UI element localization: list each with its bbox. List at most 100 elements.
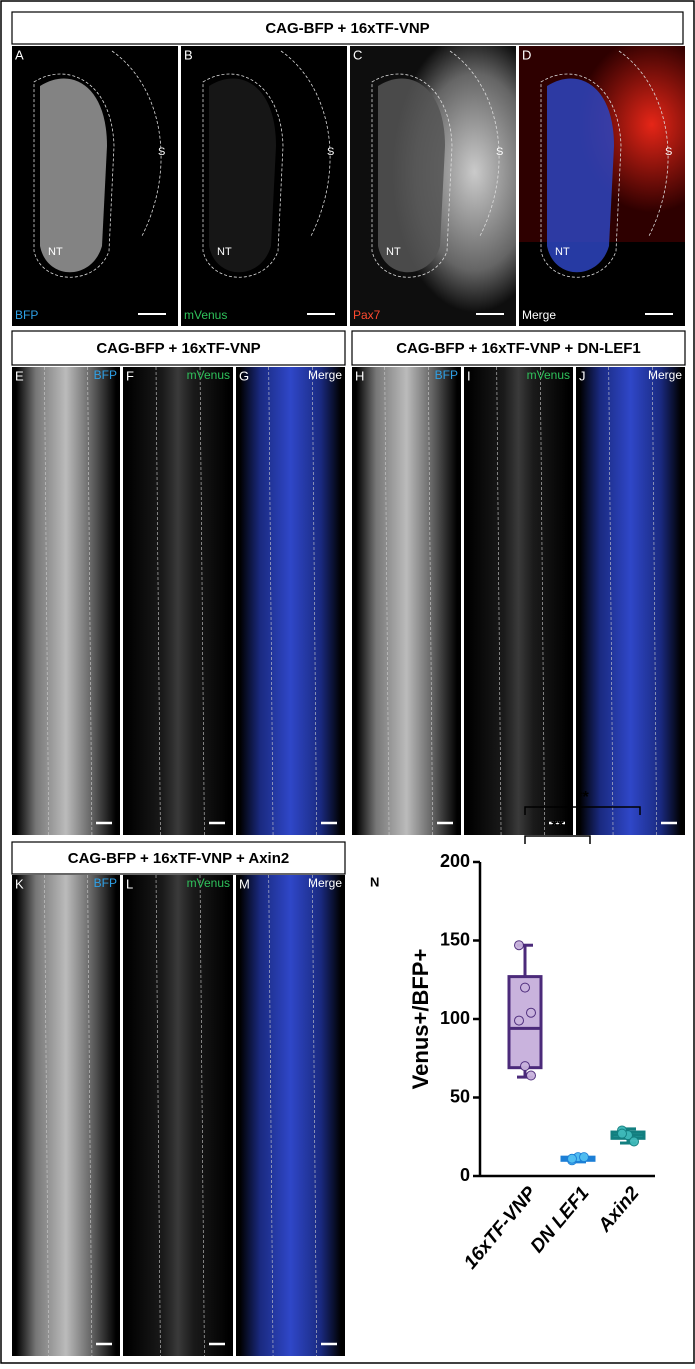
region-label: S: [158, 146, 165, 158]
data-point: [514, 1015, 524, 1026]
tissue: [209, 78, 276, 273]
outline: [33, 73, 115, 278]
outline: [87, 366, 93, 836]
panel-letter: J: [579, 368, 586, 383]
channel-label: Merge: [522, 308, 556, 322]
channel-label: Merge: [308, 876, 342, 890]
tissue: [40, 78, 107, 273]
outline: [384, 366, 390, 836]
data-point: [520, 982, 530, 993]
outline: [44, 366, 50, 836]
outline: [540, 366, 545, 836]
channel-label: BFP: [435, 368, 458, 382]
significance-label: **: [551, 818, 564, 835]
channel-label: Pax7: [353, 308, 381, 322]
tissue: [547, 78, 614, 273]
data-point: [617, 1128, 627, 1139]
y-tick-label: 100: [440, 1008, 470, 1028]
outline: [268, 366, 274, 836]
outline: [202, 73, 284, 278]
significance-label: **: [576, 789, 589, 806]
outline: [44, 874, 50, 1357]
panel-letter: M: [239, 876, 250, 891]
y-tick-label: 150: [440, 929, 470, 949]
outline: [199, 366, 205, 836]
channel-label: Merge: [308, 368, 342, 382]
panel-letter: L: [126, 876, 133, 891]
channel-label: BFP: [94, 368, 117, 382]
micrograph-signal: [580, 367, 681, 835]
region-label: NT: [217, 246, 232, 258]
panel-letter: F: [126, 368, 134, 383]
panel-letter: A: [15, 47, 24, 62]
header-text: CAG-BFP + 16xTF-VNP + Axin2: [68, 850, 289, 867]
micrograph-signal: [16, 367, 116, 835]
outline: [652, 366, 657, 836]
outline: [608, 366, 614, 836]
outline: [428, 366, 433, 836]
y-axis-label: Venus+/BFP+: [408, 949, 433, 1090]
data-point: [526, 1070, 536, 1081]
header-box: [351, 330, 686, 366]
data-point: [514, 940, 524, 951]
channel-label: Merge: [648, 368, 682, 382]
data-point: [579, 1152, 589, 1163]
channel-label: mVenus: [527, 368, 570, 382]
micrograph-signal: [127, 367, 229, 835]
data-point: [520, 1061, 530, 1072]
header-text: CAG-BFP + 16xTF-VNP: [265, 20, 429, 37]
panel-letter: K: [15, 876, 24, 891]
header-box: [11, 841, 346, 875]
micrograph-signal: [16, 875, 116, 1356]
outline: [312, 366, 317, 836]
region-label: S: [665, 146, 672, 158]
header-text: CAG-BFP + 16xTF-VNP: [96, 340, 260, 357]
channel-label: mVenus: [187, 876, 230, 890]
data-point: [567, 1153, 577, 1164]
panel-letter: B: [184, 47, 193, 62]
region-label: S: [496, 146, 503, 158]
outline: [371, 73, 453, 278]
channel-label: BFP: [15, 308, 38, 322]
region-label: S: [327, 146, 334, 158]
panel-letter: C: [353, 47, 362, 62]
header-text: CAG-BFP + 16xTF-VNP + DN-LEF1: [396, 340, 641, 357]
outline: [268, 874, 274, 1357]
outline: [618, 50, 669, 237]
panel-letter: G: [239, 368, 249, 383]
micrograph-signal: [127, 875, 229, 1356]
significance-bracket: [524, 806, 641, 815]
outline: [280, 50, 331, 237]
micrograph-signal: [240, 875, 341, 1356]
micrograph-signal: [356, 367, 457, 835]
outline: [111, 50, 162, 237]
panel-letter: D: [522, 47, 531, 62]
data-point: [526, 1007, 536, 1018]
region-label: NT: [555, 246, 570, 258]
header-box: [11, 330, 346, 366]
significance-bracket: [524, 835, 591, 844]
micrograph-signal: [240, 367, 341, 835]
y-tick-label: 0: [460, 1165, 470, 1185]
outline: [87, 874, 93, 1357]
region-label: NT: [386, 246, 401, 258]
panel-letter: N: [370, 874, 379, 889]
header-box: [11, 11, 684, 45]
channel-label: mVenus: [184, 308, 227, 322]
outline: [155, 874, 161, 1357]
outline: [540, 73, 622, 278]
micrograph-signal: [468, 367, 569, 835]
panel-letter: I: [467, 368, 471, 383]
region-label: NT: [48, 246, 63, 258]
panel-letter: E: [15, 368, 24, 383]
tissue: [378, 78, 445, 273]
outline: [199, 874, 205, 1357]
outline: [155, 366, 161, 836]
channel-label: BFP: [94, 876, 117, 890]
outline: [449, 50, 500, 237]
channel-label: mVenus: [187, 368, 230, 382]
y-tick-label: 50: [450, 1086, 470, 1106]
outline: [496, 366, 502, 836]
data-point: [629, 1136, 639, 1147]
